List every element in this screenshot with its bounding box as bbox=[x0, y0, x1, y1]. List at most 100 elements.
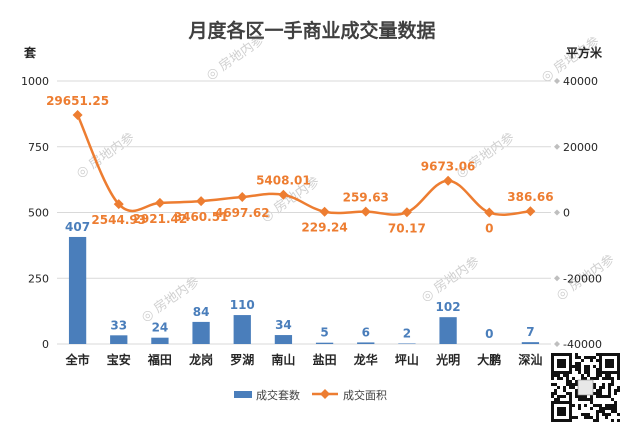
qr-module bbox=[599, 392, 602, 395]
qr-module bbox=[596, 374, 599, 377]
qr-module bbox=[593, 377, 596, 380]
qr-module bbox=[605, 407, 608, 410]
qr-module bbox=[596, 395, 599, 398]
category-label: 坪山 bbox=[395, 352, 419, 367]
line-point bbox=[278, 189, 289, 200]
qr-module bbox=[590, 395, 593, 398]
bar-data-label: 0 bbox=[485, 327, 493, 341]
line-point bbox=[401, 207, 412, 218]
qr-module bbox=[596, 419, 599, 422]
qr-module bbox=[554, 383, 557, 386]
qr-module bbox=[590, 356, 593, 359]
category-label: 全市 bbox=[65, 352, 90, 367]
qr-module bbox=[608, 404, 611, 407]
qr-finder-core bbox=[605, 359, 614, 368]
qr-module bbox=[602, 383, 605, 386]
qr-finder-core bbox=[557, 407, 566, 416]
right-tick-marker bbox=[554, 143, 560, 150]
qr-module bbox=[581, 359, 584, 362]
right-tick-label: -20000 bbox=[563, 272, 602, 285]
qr-module bbox=[572, 377, 575, 380]
qr-module bbox=[584, 404, 587, 407]
category-label: 龙华 bbox=[354, 352, 378, 367]
qr-module bbox=[584, 377, 587, 380]
qr-module bbox=[590, 377, 593, 380]
qr-module bbox=[578, 395, 581, 398]
qr-module bbox=[572, 404, 575, 407]
right-tick-marker bbox=[554, 275, 560, 282]
qr-module bbox=[596, 416, 599, 419]
qr-module bbox=[575, 395, 578, 398]
qr-module bbox=[587, 368, 590, 371]
qr-module bbox=[581, 374, 584, 377]
qr-module bbox=[617, 419, 620, 422]
qr-module bbox=[587, 413, 590, 416]
qr-module bbox=[551, 392, 554, 395]
qr-module bbox=[584, 368, 587, 371]
category-label: 盐田 bbox=[313, 352, 337, 367]
line-data-label: 3460.51 bbox=[174, 210, 229, 224]
qr-module bbox=[563, 374, 566, 377]
qr-module bbox=[590, 407, 593, 410]
category-label: 福田 bbox=[147, 352, 172, 367]
qr-module bbox=[611, 380, 614, 383]
right-tick-label: 40000 bbox=[563, 75, 598, 88]
qr-module bbox=[575, 389, 578, 392]
legend-label-line: 成交面积 bbox=[343, 388, 387, 402]
category-label: 大鹏 bbox=[477, 352, 501, 367]
qr-module bbox=[608, 413, 611, 416]
qr-module bbox=[572, 416, 575, 419]
bar-data-label: 84 bbox=[193, 305, 210, 319]
bar-data-label: 6 bbox=[362, 325, 370, 339]
qr-module bbox=[578, 362, 581, 365]
bar bbox=[315, 342, 334, 344]
qr-module bbox=[617, 389, 620, 392]
qr-module bbox=[569, 392, 572, 395]
left-tick-label: 250 bbox=[28, 272, 49, 285]
qr-module bbox=[575, 356, 578, 359]
legend: 成交套数 成交面积 bbox=[234, 388, 387, 402]
qr-module bbox=[551, 395, 554, 398]
qr-module bbox=[569, 398, 572, 401]
bar bbox=[439, 317, 457, 344]
line-data-label: 229.24 bbox=[301, 221, 347, 235]
right-axis-ticks: -40000 -20000 0 20000 40000 bbox=[554, 75, 602, 351]
qr-module bbox=[596, 377, 599, 380]
qr-module bbox=[608, 386, 611, 389]
line-point bbox=[113, 199, 124, 210]
qr-module bbox=[587, 398, 590, 401]
qr-module bbox=[617, 386, 620, 389]
qr-module bbox=[593, 383, 596, 386]
qr-module bbox=[596, 404, 599, 407]
legend-label-bar: 成交套数 bbox=[256, 388, 300, 402]
qr-module bbox=[587, 356, 590, 359]
qr-code-image bbox=[549, 351, 622, 424]
qr-module bbox=[611, 377, 614, 380]
qr-module bbox=[611, 398, 614, 401]
qr-module bbox=[593, 392, 596, 395]
qr-module bbox=[608, 377, 611, 380]
qr-module bbox=[578, 404, 581, 407]
qr-module bbox=[608, 389, 611, 392]
qr-module bbox=[581, 377, 584, 380]
line-point bbox=[237, 192, 248, 203]
category-label: 光明 bbox=[435, 352, 460, 367]
bar bbox=[357, 342, 375, 344]
qr-center-logo bbox=[577, 379, 594, 396]
qr-module bbox=[566, 392, 569, 395]
qr-module bbox=[617, 377, 620, 380]
qr-module bbox=[602, 410, 605, 413]
qr-module bbox=[566, 374, 569, 377]
qr-module bbox=[596, 389, 599, 392]
line-data-label: 2921.42 bbox=[133, 212, 188, 226]
qr-finder-core bbox=[557, 359, 566, 368]
right-tick-marker bbox=[554, 341, 560, 347]
qr-module bbox=[593, 365, 596, 368]
bar-data-label: 110 bbox=[230, 298, 255, 312]
qr-module bbox=[602, 395, 605, 398]
qr-module bbox=[611, 419, 614, 422]
qr-module bbox=[590, 401, 593, 404]
chart-title: 月度各区一手商业成交量数据 bbox=[187, 19, 435, 42]
qr-module bbox=[551, 383, 554, 386]
